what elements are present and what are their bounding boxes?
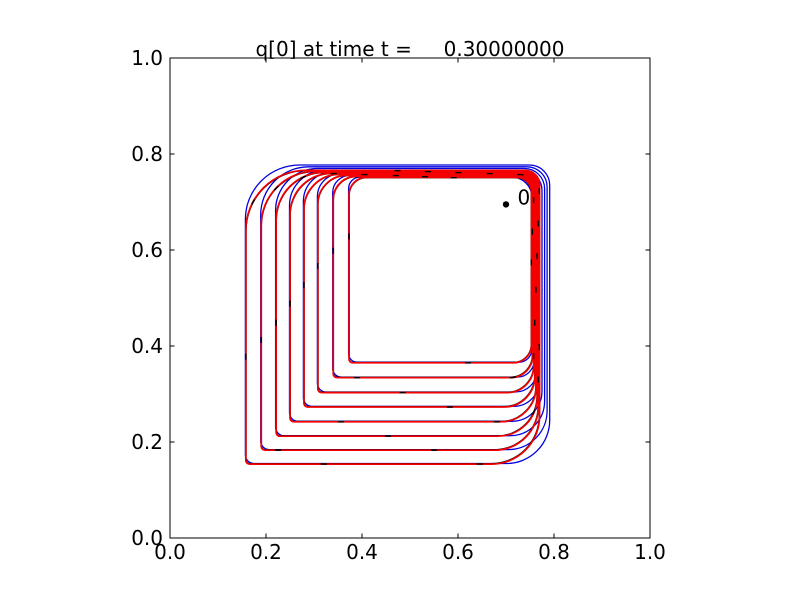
contour-red — [303, 173, 536, 408]
contour-black-dash — [332, 176, 534, 379]
contour-blue — [244, 164, 551, 465]
contours-black-ticks — [245, 169, 540, 465]
contour-black — [303, 174, 536, 408]
contour-blue — [302, 171, 541, 408]
contour-black-dash — [289, 172, 537, 423]
contour-blue — [274, 167, 546, 437]
contour-red — [332, 175, 534, 379]
contour-red — [260, 170, 540, 452]
y-tick-label: 0.8 — [131, 142, 163, 166]
contours-red — [244, 169, 541, 465]
gauge-dot — [502, 201, 510, 208]
x-tick-label: 0.2 — [250, 540, 282, 564]
x-tick-label: 0.0 — [154, 540, 186, 564]
y-tick-labels: 0.0 0.2 0.4 0.6 0.8 1.0 — [131, 46, 163, 550]
y-ticks — [170, 57, 650, 539]
x-tick-label: 0.8 — [538, 540, 570, 564]
y-tick-label: 0.0 — [131, 526, 163, 550]
y-tick-label: 0.2 — [131, 430, 163, 454]
axes-frame — [169, 57, 651, 539]
y-tick-label: 0.6 — [131, 238, 163, 262]
contour-blue — [288, 169, 543, 422]
contour-red — [275, 171, 539, 438]
contour-red — [316, 174, 535, 394]
contour-red — [244, 169, 541, 465]
contour-black-dash — [260, 170, 539, 451]
y-tick-label: 0.4 — [131, 334, 163, 358]
contour-black-dash — [275, 171, 538, 437]
y-tick-label: 1.0 — [131, 46, 163, 70]
x-tick-label: 1.0 — [634, 540, 666, 564]
contour-black-dash — [303, 173, 536, 408]
x-tick-labels: 0.0 0.2 0.4 0.6 0.8 1.0 — [154, 540, 666, 564]
contour-black — [332, 176, 533, 378]
gauge-label: 0 — [518, 186, 531, 210]
contour-black — [275, 172, 538, 437]
x-tick-label: 0.4 — [346, 540, 378, 564]
contour-black — [289, 173, 537, 423]
contour-red — [289, 172, 537, 423]
contour-red — [348, 176, 533, 364]
x-ticks — [169, 58, 651, 538]
x-tick-label: 0.6 — [442, 540, 474, 564]
gauge-marker: 0 — [502, 186, 531, 210]
plot-title: q[0] at time t = 0.30000000 — [255, 37, 565, 61]
